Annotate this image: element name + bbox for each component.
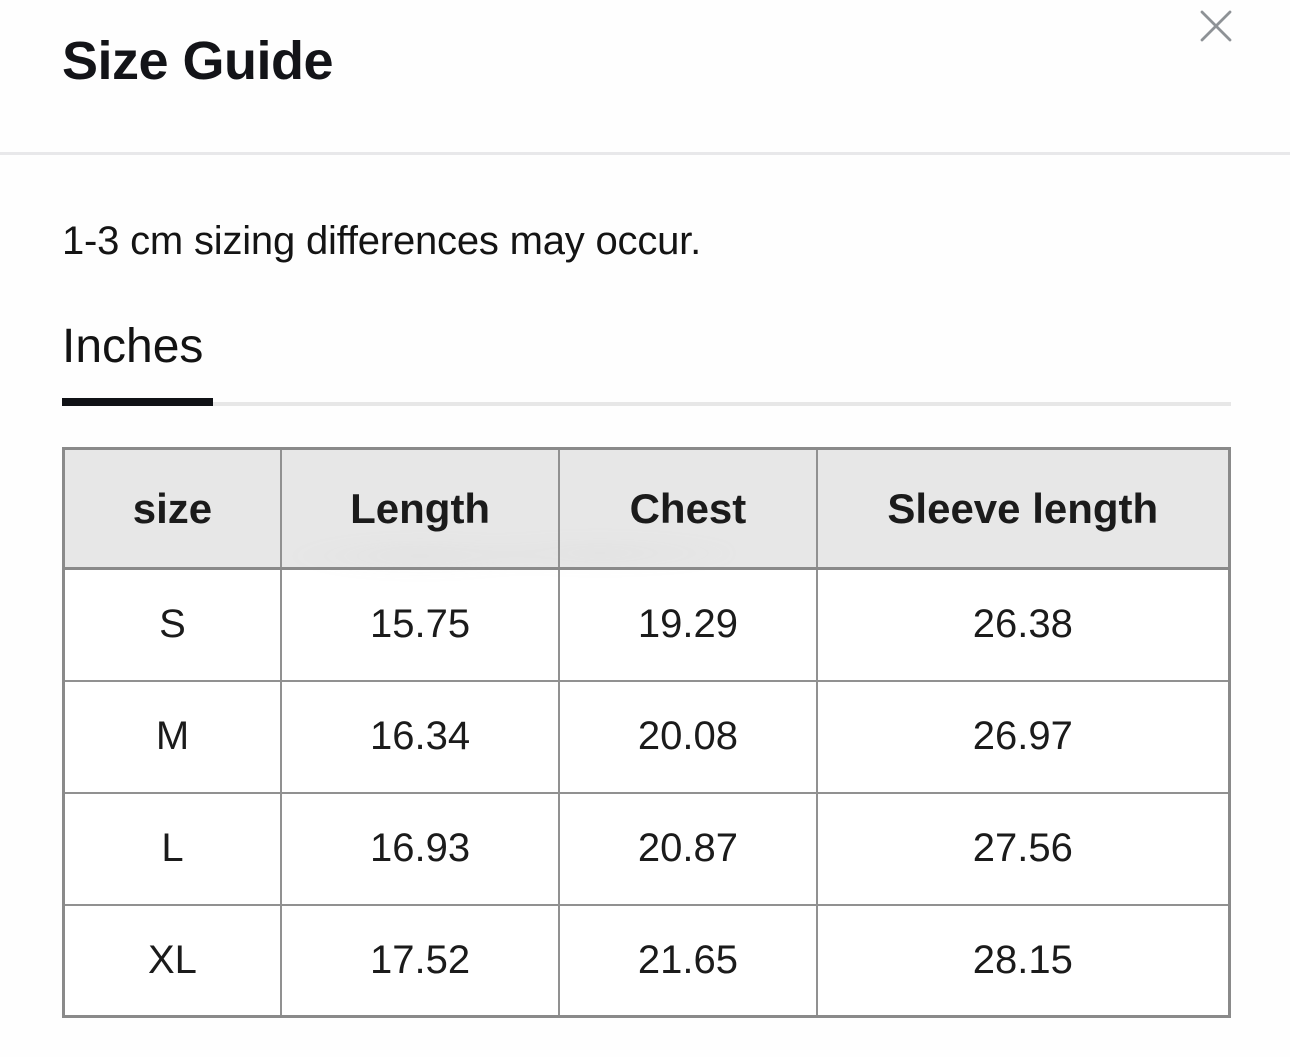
modal-title: Size Guide — [62, 31, 334, 91]
table-row: S 15.75 19.29 26.38 — [62, 567, 1231, 682]
table-cell: 16.93 — [279, 791, 561, 906]
table-cell: 17.52 — [279, 903, 561, 1018]
table-cell: 20.87 — [558, 791, 818, 906]
table-header-row: size Length Chest Sleeve length — [62, 447, 1231, 570]
table-cell: 16.34 — [279, 679, 561, 794]
unit-tabs: Inches — [62, 319, 1231, 406]
table-row: XL 17.52 21.65 28.15 — [62, 903, 1231, 1018]
table-cell: 20.08 — [558, 679, 818, 794]
active-tab-indicator — [62, 398, 213, 406]
modal-body: 1-3 cm sizing differences may occur. Inc… — [0, 219, 1290, 1018]
table-cell: 26.97 — [815, 679, 1231, 794]
size-table-head: size Length Chest Sleeve length — [62, 447, 1231, 570]
modal-header: Size Guide — [0, 0, 1290, 155]
close-button[interactable] — [1196, 6, 1236, 46]
sizing-note: 1-3 cm sizing differences may occur. — [62, 219, 701, 263]
table-cell: 21.65 — [558, 903, 818, 1018]
size-table: size Length Chest Sleeve length S 15.75 19.29… — [62, 447, 1231, 1018]
table-cell: 27.56 — [815, 791, 1231, 906]
table-cell: L — [62, 791, 282, 906]
table-cell: S — [62, 567, 282, 682]
table-cell: M — [62, 679, 282, 794]
table-header-cell: size — [62, 447, 282, 570]
table-cell: 15.75 — [279, 567, 561, 682]
size-table-body: S 15.75 19.29 26.38 M 16.34 20.08 26.97 L 16.93 20… — [62, 567, 1231, 1018]
table-cell: 26.38 — [815, 567, 1231, 682]
table-cell: 28.15 — [815, 903, 1231, 1018]
table-cell: 19.29 — [558, 567, 818, 682]
table-cell: XL — [62, 903, 282, 1018]
close-icon — [1199, 9, 1233, 43]
table-header-cell: Sleeve length — [815, 447, 1231, 570]
table-row: M 16.34 20.08 26.97 — [62, 679, 1231, 794]
tab-inches[interactable]: Inches — [62, 320, 204, 373]
table-header-cell: Length — [279, 447, 561, 570]
table-row: L 16.93 20.87 27.56 — [62, 791, 1231, 906]
tab-track — [62, 402, 1231, 406]
table-header-cell: Chest — [558, 447, 818, 570]
